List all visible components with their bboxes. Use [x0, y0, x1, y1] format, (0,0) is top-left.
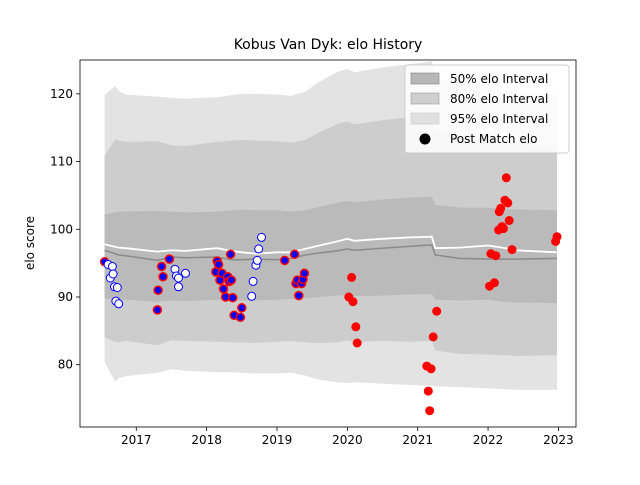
- x-tick-label: 2021: [402, 433, 433, 447]
- data-point: [114, 299, 124, 309]
- data-point: [174, 273, 183, 283]
- data-point: [501, 173, 511, 183]
- data-point: [347, 272, 357, 282]
- legend-marker: [419, 133, 431, 145]
- data-point: [226, 275, 237, 285]
- data-point: [213, 259, 224, 270]
- legend-swatch: [410, 72, 440, 85]
- data-point: [218, 284, 229, 294]
- data-point: [489, 278, 499, 288]
- data-point: [294, 290, 304, 301]
- chart-title: Kobus Van Dyk: elo History: [234, 37, 423, 53]
- data-point: [235, 312, 246, 323]
- axes: 2017 2018 2019 2020 2021 2022 2023 80 90 100 110 12…: [50, 59, 577, 447]
- data-point: [237, 303, 247, 313]
- legend-label: 95% elo Interval: [450, 112, 548, 126]
- data-point: [496, 203, 506, 213]
- legend-swatch: [410, 112, 440, 125]
- data-point: [299, 268, 310, 279]
- data-point: [257, 232, 266, 242]
- axes-frame: [79, 59, 577, 428]
- data-point: [499, 224, 508, 234]
- median-line: [104, 244, 558, 262]
- data-point: [491, 251, 501, 261]
- x-tick-label: 2023: [543, 433, 574, 447]
- data-point: [352, 338, 362, 348]
- x-tick-label: 2022: [473, 433, 504, 447]
- legend-swatch: [410, 92, 440, 105]
- data-point: [181, 268, 190, 278]
- data-point: [507, 245, 517, 255]
- legend-label: 80% elo Interval: [450, 92, 548, 106]
- data-point: [153, 285, 163, 295]
- mean-line: [104, 235, 558, 255]
- data-point: [248, 276, 258, 286]
- data-point: [108, 269, 118, 279]
- y-tick-label: 80: [58, 358, 73, 372]
- data-point: [254, 244, 264, 254]
- x-tick-label: 2018: [191, 433, 222, 447]
- data-point: [227, 292, 238, 303]
- legend: 50% elo Interval 80% elo Interval 95% elo …: [404, 64, 570, 154]
- data-point: [426, 364, 436, 374]
- x-tick-label: 2020: [332, 433, 363, 447]
- data-point: [423, 386, 433, 396]
- data-point: [289, 249, 300, 260]
- data-point: [503, 198, 513, 208]
- data-point: [247, 291, 257, 301]
- y-axis-label: elo score: [23, 216, 37, 270]
- x-tick-label: 2017: [121, 433, 152, 447]
- legend-label: Post Match elo: [450, 132, 537, 146]
- y-tick-label: 120: [50, 87, 73, 101]
- y-tick-label: 110: [50, 155, 73, 169]
- data-point: [425, 406, 435, 416]
- x-tick-label: 2019: [262, 433, 293, 447]
- data-point: [158, 271, 168, 282]
- data-point: [107, 262, 117, 271]
- data-point: [432, 306, 442, 316]
- data-point: [351, 322, 361, 332]
- data-point: [112, 283, 122, 292]
- data-point: [152, 305, 163, 315]
- data-point: [174, 282, 183, 292]
- data-point: [252, 255, 262, 265]
- data-point: [504, 216, 514, 225]
- data-point: [428, 332, 438, 342]
- y-tick-label: 90: [58, 290, 73, 304]
- data-point: [279, 255, 290, 266]
- y-tick-label: 100: [50, 222, 73, 236]
- data-point: [156, 261, 167, 272]
- data-point: [225, 249, 236, 260]
- data-point: [164, 254, 175, 264]
- data-point: [348, 297, 358, 307]
- legend-box: [404, 64, 570, 154]
- data-point: [552, 232, 562, 242]
- legend-label: 50% elo Interval: [450, 72, 548, 86]
